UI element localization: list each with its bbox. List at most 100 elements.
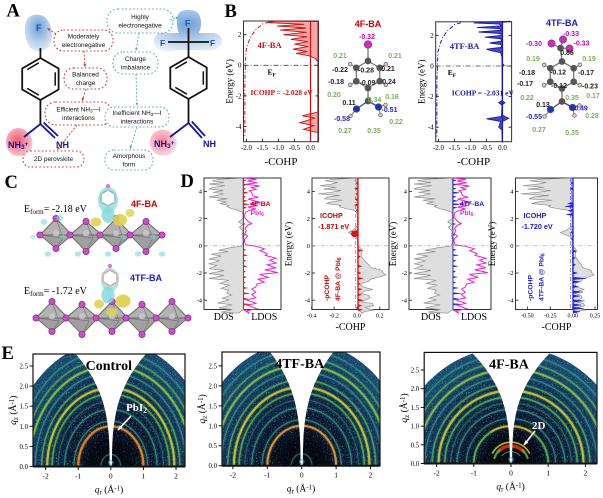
svg-text:4TF-BA: 4TF-BA xyxy=(275,357,325,372)
svg-text:F: F xyxy=(160,38,165,48)
svg-text:2: 2 xyxy=(510,216,513,223)
svg-text:0.19: 0.19 xyxy=(582,56,596,63)
svg-text:Control: Control xyxy=(86,359,133,374)
svg-text:-1: -1 xyxy=(264,471,270,480)
svg-text:-0.17: -0.17 xyxy=(517,81,533,88)
svg-text:NH3+: NH3+ xyxy=(8,140,29,151)
svg-text:-0.4: -0.4 xyxy=(307,314,317,320)
svg-text:-0.55: -0.55 xyxy=(526,114,542,121)
svg-text:2.5: 2.5 xyxy=(20,364,29,371)
svg-text:0.5: 0.5 xyxy=(209,443,218,450)
svg-text:0: 0 xyxy=(430,62,434,70)
svg-text:-1.720 eV: -1.720 eV xyxy=(522,222,553,231)
svg-text:qz (Å-1): qz (Å-1) xyxy=(7,396,20,425)
svg-text:0.0: 0.0 xyxy=(306,144,315,152)
svg-text:0.0: 0.0 xyxy=(411,461,420,468)
svg-text:2D perovskite: 2D perovskite xyxy=(34,156,74,163)
svg-text:2.5: 2.5 xyxy=(411,368,420,375)
svg-text:PbI2: PbI2 xyxy=(126,402,147,415)
svg-text:0.22: 0.22 xyxy=(520,95,534,102)
svg-text:-4: -4 xyxy=(197,297,203,304)
svg-text:electronegative: electronegative xyxy=(62,42,106,49)
svg-text:2.0: 2.0 xyxy=(411,386,420,393)
svg-text:DOS: DOS xyxy=(421,312,441,323)
svg-text:-2: -2 xyxy=(428,93,434,101)
svg-text:form: form xyxy=(123,161,136,168)
svg-text:2.0: 2.0 xyxy=(20,384,29,391)
svg-text:2: 2 xyxy=(238,31,242,39)
svg-text:1: 1 xyxy=(334,471,338,480)
svg-text:0: 0 xyxy=(199,243,202,250)
svg-text:-2.0: -2.0 xyxy=(433,144,445,152)
svg-text:0: 0 xyxy=(404,243,407,250)
svg-text:4TF-BA: 4TF-BA xyxy=(130,273,162,283)
svg-text:qr (Å-1): qr (Å-1) xyxy=(95,484,124,497)
svg-text:LDOS: LDOS xyxy=(461,312,487,323)
svg-text:0.27: 0.27 xyxy=(338,128,352,135)
svg-text:0.0: 0.0 xyxy=(353,314,361,320)
svg-text:-2: -2 xyxy=(402,270,407,277)
svg-text:ICOHP: ICOHP xyxy=(524,211,547,220)
svg-text:0.0: 0.0 xyxy=(20,464,29,471)
svg-text:-COHP: -COHP xyxy=(457,156,490,168)
svg-text:-0.33: -0.33 xyxy=(574,41,590,48)
svg-text:0.34: 0.34 xyxy=(368,97,382,104)
svg-text:Highly: Highly xyxy=(131,14,150,21)
svg-text:1.5: 1.5 xyxy=(209,403,218,410)
svg-text:4TF-BA: 4TF-BA xyxy=(460,201,484,208)
svg-text:0.17: 0.17 xyxy=(586,93,600,100)
svg-text:F: F xyxy=(185,18,190,28)
svg-text:-0.5: -0.5 xyxy=(481,144,493,152)
svg-text:-0.5: -0.5 xyxy=(289,144,301,152)
svg-text:Energy (eV): Energy (eV) xyxy=(487,222,497,267)
svg-text:0.5: 0.5 xyxy=(20,444,29,451)
svg-text:0.2: 0.2 xyxy=(376,314,384,320)
svg-text:2: 2 xyxy=(199,216,202,223)
svg-text:-4: -4 xyxy=(508,297,514,304)
svg-text:1.0: 1.0 xyxy=(20,424,29,431)
svg-text:-0.23: -0.23 xyxy=(582,84,598,91)
svg-text:0: 0 xyxy=(109,472,113,481)
svg-text:0.35: 0.35 xyxy=(565,130,579,137)
svg-text:qz (Å-1): qz (Å-1) xyxy=(398,393,411,422)
svg-text:-4: -4 xyxy=(428,124,434,132)
svg-text:-pCOHP: -pCOHP xyxy=(324,274,331,301)
svg-text:Moderately: Moderately xyxy=(68,34,100,41)
svg-text:-1.871 eV: -1.871 eV xyxy=(318,222,349,231)
svg-text:2.5: 2.5 xyxy=(209,363,218,370)
svg-text:Amorphous: Amorphous xyxy=(113,153,146,160)
svg-text:-0.58: -0.58 xyxy=(334,116,350,123)
svg-text:4F-BA: 4F-BA xyxy=(489,357,530,372)
svg-text:0.19: 0.19 xyxy=(526,56,540,63)
svg-text:PbI6: PbI6 xyxy=(460,210,474,218)
svg-text:0.35: 0.35 xyxy=(367,128,381,135)
svg-text:interactions: interactions xyxy=(62,115,95,122)
svg-text:0: 0 xyxy=(510,243,513,250)
svg-text:1.0: 1.0 xyxy=(209,423,218,430)
svg-text:1: 1 xyxy=(142,472,146,481)
svg-text:-0.51: -0.51 xyxy=(382,107,398,114)
svg-text:Inefficient NH3—I: Inefficient NH3—I xyxy=(113,110,162,117)
svg-text:-COHP: -COHP xyxy=(541,322,571,333)
svg-text:qr (Å-1): qr (Å-1) xyxy=(287,483,316,496)
svg-text:Energy (eV): Energy (eV) xyxy=(225,59,235,104)
svg-text:NH: NH xyxy=(203,139,216,149)
svg-text:-2.0: -2.0 xyxy=(241,144,253,152)
svg-text:-2: -2 xyxy=(42,472,48,481)
svg-text:0.20: 0.20 xyxy=(327,92,341,99)
svg-text:-0.2: -0.2 xyxy=(329,314,339,320)
svg-text:-0.30: -0.30 xyxy=(526,41,542,48)
svg-text:2: 2 xyxy=(584,469,588,478)
svg-text:0.21: 0.21 xyxy=(381,66,395,73)
svg-text:2: 2 xyxy=(430,32,434,40)
svg-text:-2: -2 xyxy=(230,471,236,480)
svg-text:-pCOHP: -pCOHP xyxy=(528,274,535,301)
svg-text:B: B xyxy=(225,2,237,22)
svg-text:1.5: 1.5 xyxy=(411,405,420,412)
svg-text:4: 4 xyxy=(510,189,514,196)
svg-text:F: F xyxy=(36,23,42,33)
svg-text:4TF-BA @ PbI6: 4TF-BA @ PbI6 xyxy=(539,253,547,301)
svg-text:4F-BA: 4F-BA xyxy=(131,199,158,209)
svg-text:4F-BA: 4F-BA xyxy=(355,19,382,29)
svg-text:-0.25: -0.25 xyxy=(544,314,557,320)
